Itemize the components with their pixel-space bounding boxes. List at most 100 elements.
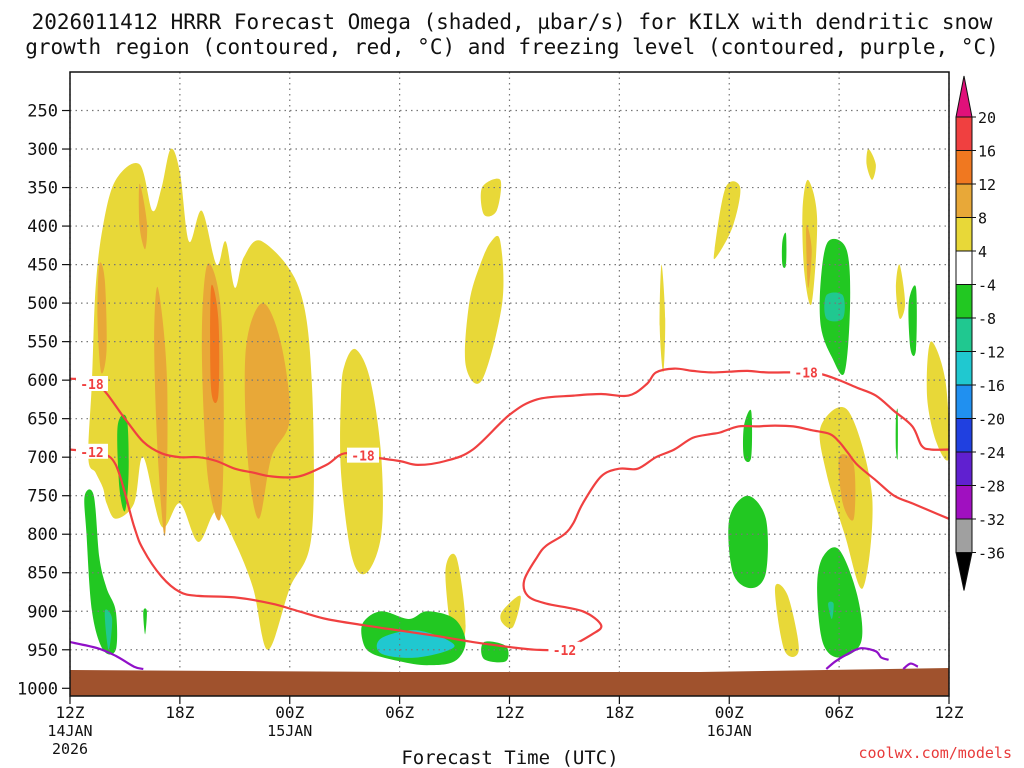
- colorbar-bin: [955, 317, 973, 352]
- colorbar-bin: [955, 518, 973, 553]
- colorbar-bin: [955, 250, 973, 285]
- omega-region: [895, 264, 906, 319]
- colorbar-bin: [955, 284, 973, 319]
- freezing-level-contours: [69, 641, 919, 671]
- colorbar-bin: [955, 451, 973, 486]
- colorbar-bin: [955, 384, 973, 419]
- colorbar-cap-top: [955, 75, 973, 118]
- y-tick-label: 800: [27, 525, 58, 545]
- omega-region: [866, 149, 876, 180]
- omega-region: [838, 454, 856, 521]
- red-contour: [69, 367, 950, 479]
- colorbar-cap-bottom: [955, 552, 973, 591]
- chart-title-line2: growth region (contoured, red, °C) and f…: [25, 35, 999, 59]
- omega-region: [104, 609, 113, 650]
- omega-region: [728, 495, 768, 589]
- colorbar-label: -16: [978, 377, 1005, 395]
- colorbar-label: 4: [978, 243, 987, 261]
- omega-region: [210, 284, 220, 404]
- y-tick-label: 550: [27, 333, 58, 353]
- omega-region: [713, 181, 741, 260]
- ground-surface: [70, 668, 949, 696]
- x-tick-date: 14JAN: [47, 722, 92, 740]
- colorbar-bin: [955, 116, 973, 151]
- contour-label-bg: [548, 641, 581, 657]
- colorbar-label: 16: [978, 143, 996, 161]
- omega-region: [88, 148, 314, 650]
- y-tick-label: 950: [27, 641, 58, 661]
- y-tick-label: 600: [27, 371, 58, 391]
- colorbar-label: 12: [978, 176, 996, 194]
- x-tick-label: 06Z: [825, 703, 854, 722]
- y-tick-label: 900: [27, 602, 58, 622]
- omega-region: [154, 286, 168, 537]
- y-tick-label: 850: [27, 564, 58, 584]
- omega-region: [926, 341, 950, 461]
- colorbar-label: -8: [978, 310, 996, 328]
- x-tick-date: 15JAN: [267, 722, 312, 740]
- colorbar-bin: [955, 150, 973, 185]
- y-tick-label: 500: [27, 294, 58, 314]
- colorbar-label: -4: [978, 277, 996, 295]
- y-tick-label: 450: [27, 256, 58, 276]
- contour-label: -12: [553, 644, 576, 659]
- x-tick-label: 00Z: [715, 703, 744, 722]
- colorbar-label: 20: [978, 109, 996, 127]
- x-tick-label: 06Z: [385, 703, 414, 722]
- contour-label-bg: [347, 447, 379, 463]
- omega-region: [143, 608, 147, 635]
- omega-region: [500, 595, 521, 629]
- colorbar-label: -32: [978, 511, 1005, 529]
- y-axis: 250 300 350 400 450 500 550 600 650 700 750 800 850 9…: [17, 102, 70, 699]
- contour-label-bg: [75, 443, 108, 459]
- contour-label: -18: [794, 366, 818, 381]
- colorbar-label: -20: [978, 411, 1005, 429]
- omega-region: [743, 409, 753, 463]
- colorbar: 20 16 12 8 4 -4 -8 -12 -16 -20 -24 -28 -32 -36: [955, 75, 1005, 591]
- colorbar-bin: [955, 418, 973, 453]
- colorbar-bin: [955, 217, 973, 252]
- omega-region: [97, 262, 107, 374]
- purple-contour: [69, 641, 144, 671]
- y-tick-label: 700: [27, 448, 58, 468]
- purple-contour: [825, 647, 889, 670]
- colorbar-label: 8: [978, 210, 987, 228]
- omega-region: [117, 414, 129, 512]
- colorbar-bin: [955, 351, 973, 386]
- chart-title-line1: 2026011412 HRRR Forecast Omega (shaded, …: [32, 10, 993, 34]
- omega-region: [244, 303, 291, 519]
- purple-contour: [902, 662, 919, 670]
- omega-region: [824, 292, 845, 322]
- x-tick-label: 12Z: [935, 703, 964, 722]
- colorbar-label: -36: [978, 545, 1005, 563]
- dendritic-growth-contours: -18 -18 -18 -12 -12: [69, 364, 950, 659]
- x-tick-label: 18Z: [165, 703, 194, 722]
- y-tick-label: 650: [27, 410, 58, 430]
- colorbar-label: -12: [978, 344, 1005, 362]
- omega-region: [781, 232, 787, 268]
- omega-region: [480, 178, 502, 217]
- omega-region: [806, 224, 812, 289]
- colorbar-bin: [955, 485, 973, 520]
- omega-region: [828, 601, 834, 619]
- x-tick-label: 12Z: [56, 703, 85, 722]
- y-tick-label: 250: [27, 102, 58, 122]
- omega-region: [774, 583, 799, 658]
- y-tick-label: 400: [27, 217, 58, 237]
- colorbar-label: -24: [978, 444, 1005, 462]
- x-tick-label: 18Z: [605, 703, 634, 722]
- contour-label-bg: [75, 376, 108, 391]
- omega-region: [376, 630, 455, 658]
- omega-region: [659, 264, 666, 373]
- y-tick-label: 1000: [17, 679, 58, 699]
- x-tick-label: 00Z: [275, 703, 304, 722]
- colorbar-bin: [955, 183, 973, 218]
- x-tick-label: 12Z: [495, 703, 524, 722]
- omega-region: [817, 547, 863, 658]
- contour-label: -18: [80, 378, 104, 393]
- omega-region: [138, 183, 148, 250]
- red-contour: [69, 424, 950, 652]
- contour-label-bg: [790, 364, 823, 380]
